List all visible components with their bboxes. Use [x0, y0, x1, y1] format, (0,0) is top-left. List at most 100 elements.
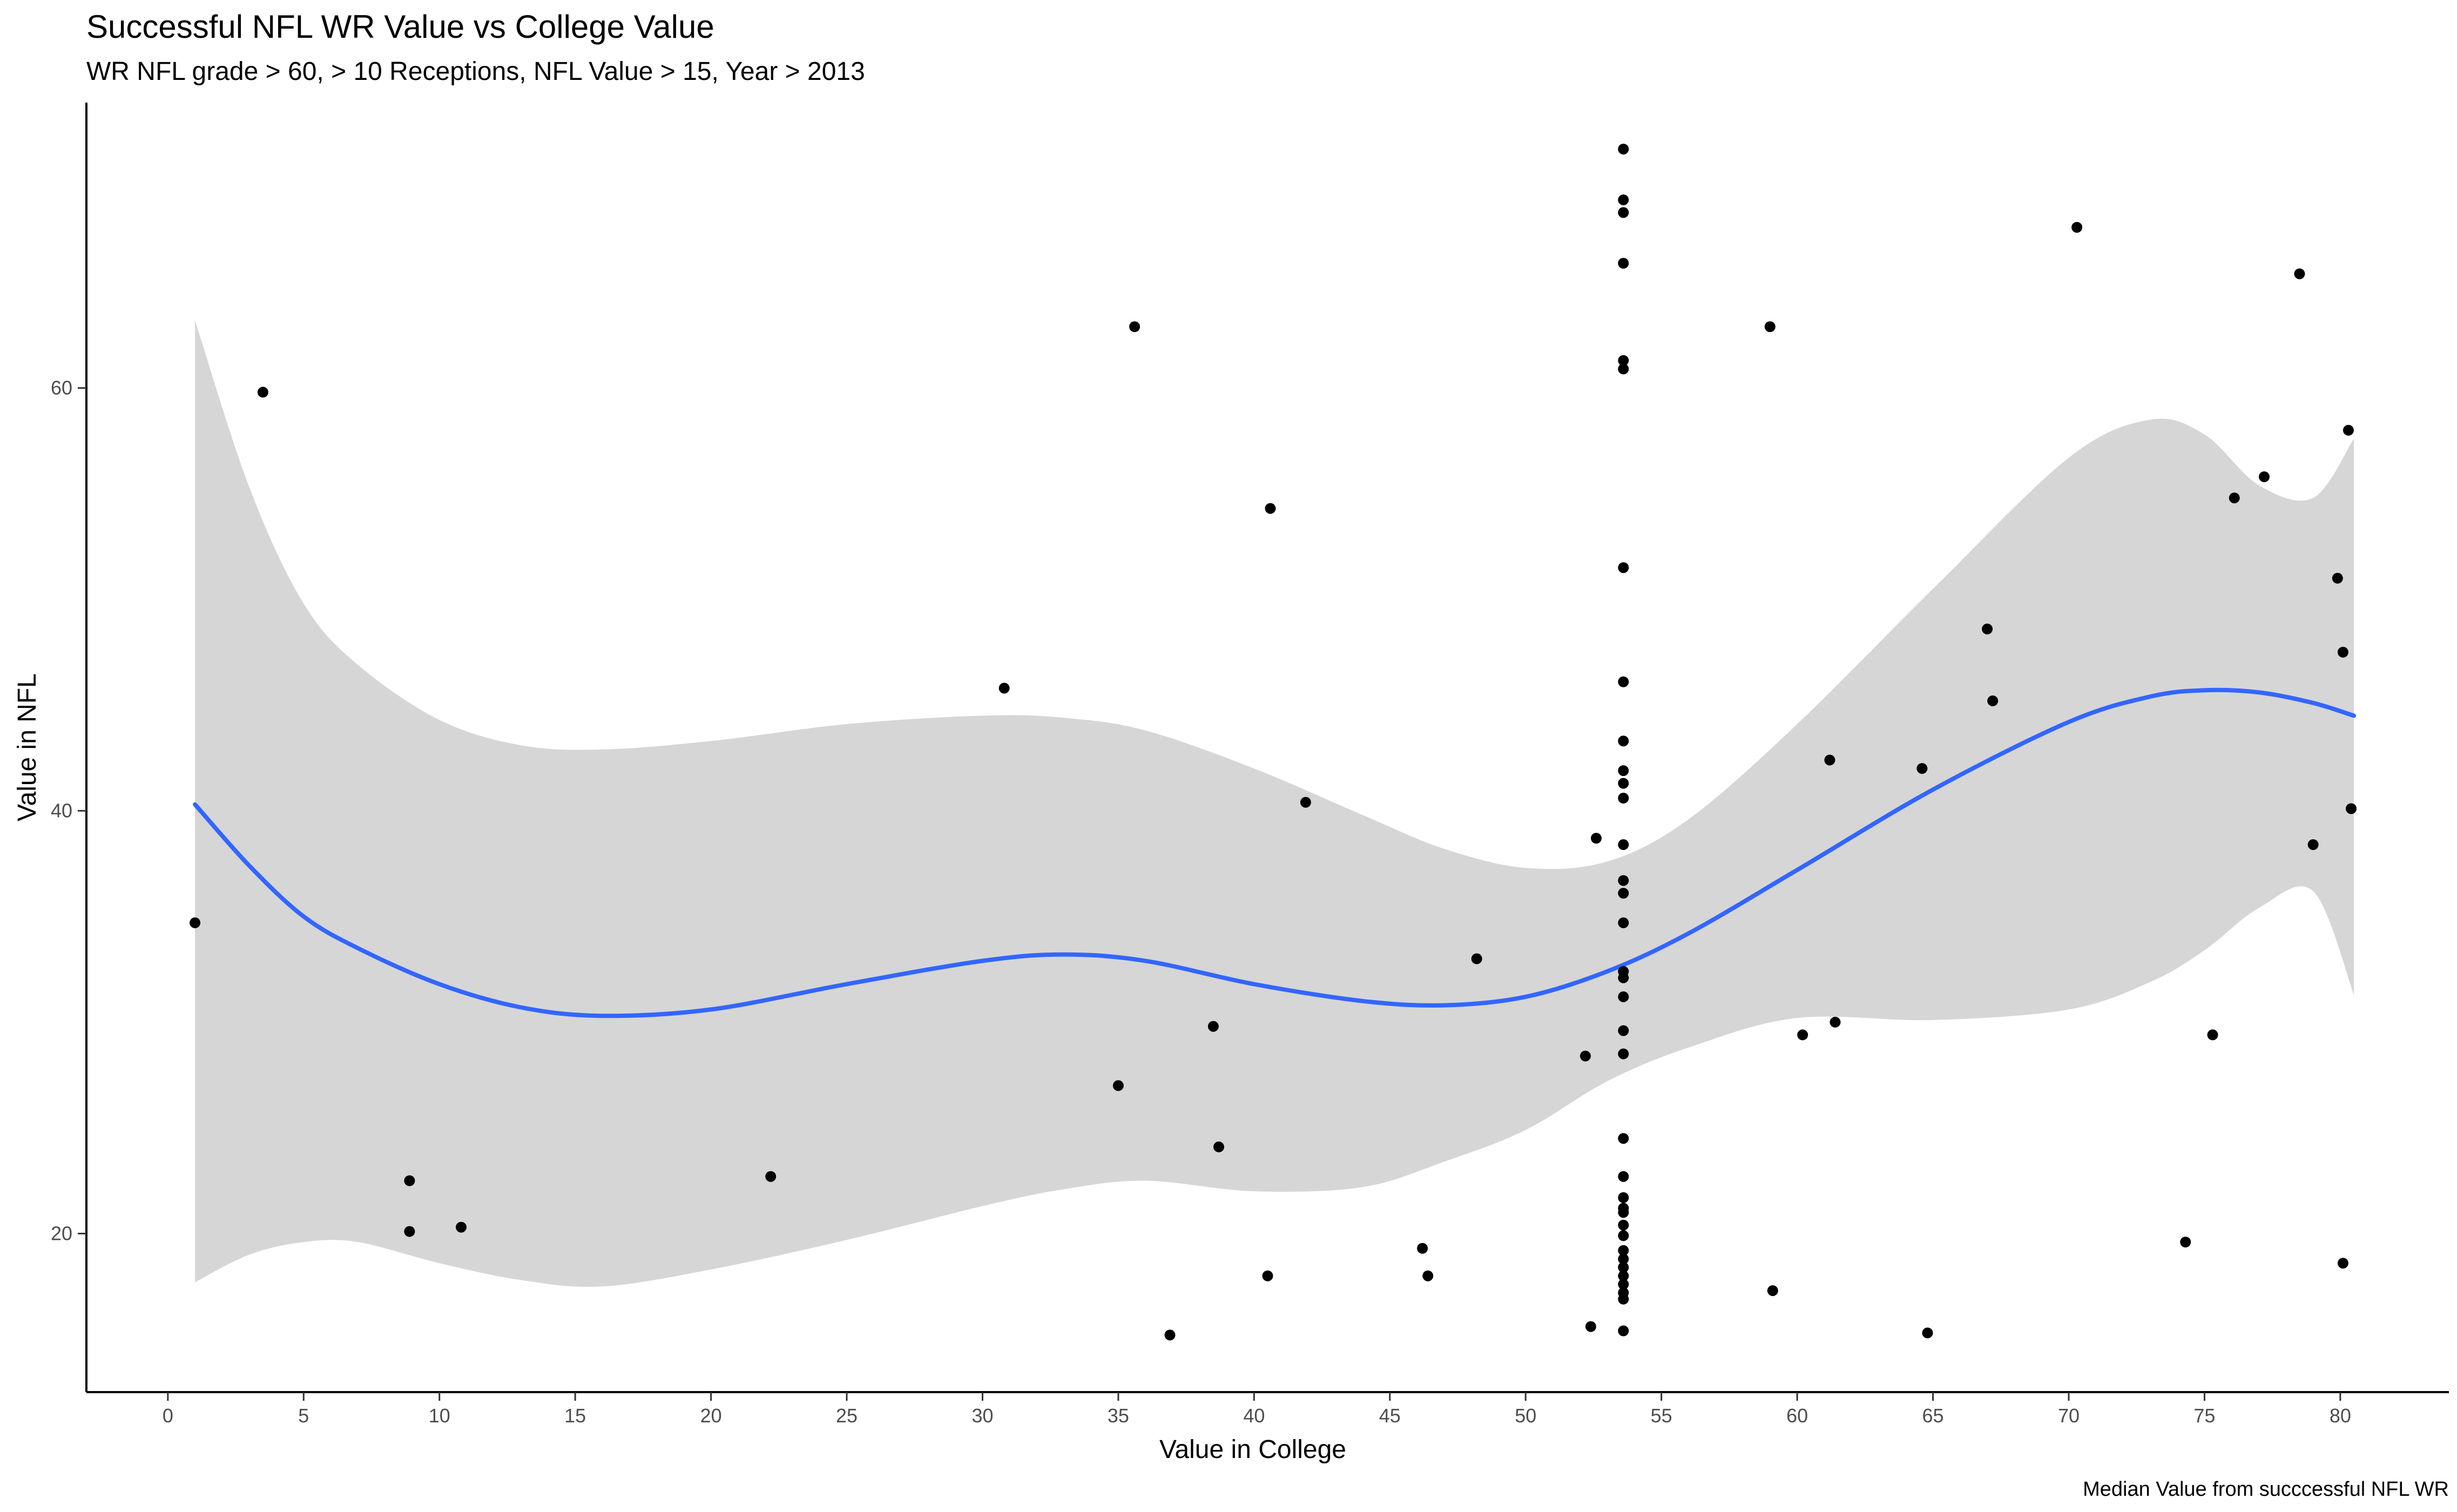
y-axis-title: Value in NFL [13, 673, 42, 821]
x-axis-ticks: 0 5 10 15 20 25 30 35 40 45 50 55 60 65 70 75 80 [163, 1392, 2351, 1427]
y-tick-label: 60 [51, 376, 72, 399]
data-point [257, 387, 268, 398]
x-tick-label: 40 [1243, 1405, 1265, 1427]
data-point [1618, 194, 1629, 206]
data-point [998, 683, 1010, 694]
data-point [456, 1221, 467, 1233]
data-point [2294, 268, 2305, 280]
data-point [1764, 321, 1776, 332]
data-point [765, 1171, 777, 1182]
chart-title: Successful NFL WR Value vs College Value [86, 9, 714, 45]
x-tick-label: 80 [2330, 1405, 2351, 1427]
data-point [1618, 1025, 1629, 1036]
x-tick-label: 50 [1515, 1405, 1536, 1427]
data-point [404, 1226, 415, 1237]
x-tick-label: 5 [298, 1405, 309, 1427]
x-tick-label: 15 [564, 1405, 586, 1427]
y-tick-label: 40 [51, 799, 72, 821]
data-point [2207, 1029, 2218, 1041]
data-point [2332, 572, 2343, 584]
data-point [1422, 1270, 1434, 1281]
data-point [1618, 888, 1629, 899]
data-point [1618, 839, 1629, 850]
data-point [1471, 953, 1482, 964]
x-tick-label: 60 [1786, 1405, 1808, 1427]
data-point [1591, 833, 1602, 844]
x-tick-label: 30 [971, 1405, 993, 1427]
x-axis-title: Value in College [1159, 1435, 1346, 1464]
data-point [1618, 355, 1629, 366]
data-point [1797, 1029, 1808, 1041]
data-point [1618, 1207, 1629, 1218]
chart-caption: Median Value from succcessful NFL WR [2083, 1478, 2449, 1501]
data-point [1982, 623, 1993, 634]
x-tick-label: 75 [2193, 1405, 2215, 1427]
data-point [1618, 875, 1629, 886]
data-point [1767, 1285, 1778, 1297]
data-point [2071, 222, 2083, 233]
data-point [1618, 1253, 1629, 1265]
data-point [1618, 1171, 1629, 1182]
data-point [1618, 778, 1629, 789]
data-point [1618, 1048, 1629, 1059]
data-point [1618, 1325, 1629, 1336]
data-point [1987, 695, 1999, 706]
data-points-layer [190, 144, 2357, 1341]
data-point [1618, 1192, 1629, 1203]
data-point [1265, 503, 1276, 514]
data-point [1262, 1270, 1273, 1281]
x-tick-label: 10 [429, 1405, 450, 1427]
x-tick-label: 70 [2058, 1405, 2080, 1427]
data-point [1618, 258, 1629, 269]
data-point [190, 917, 201, 928]
data-point [1213, 1141, 1224, 1152]
x-tick-label: 25 [836, 1405, 858, 1427]
data-point [1129, 321, 1140, 332]
x-tick-label: 55 [1651, 1405, 1672, 1427]
data-point [1618, 991, 1629, 1002]
smooth-fit-line [193, 687, 2356, 1018]
y-tick-label: 20 [51, 1222, 72, 1244]
data-point [1618, 917, 1629, 928]
data-point [1618, 1279, 1629, 1290]
data-point [1618, 363, 1629, 375]
data-point [1618, 1245, 1629, 1256]
data-point [2346, 803, 2357, 814]
data-point [1585, 1321, 1596, 1332]
data-point [1618, 1262, 1629, 1273]
data-point [1618, 562, 1629, 573]
data-point [1112, 1080, 1124, 1091]
data-point [1618, 676, 1629, 687]
x-tick-label: 65 [1922, 1405, 1944, 1427]
data-point [1300, 796, 1311, 808]
data-point [2180, 1237, 2191, 1248]
data-point [1824, 754, 1835, 766]
data-point [1618, 1133, 1629, 1144]
x-tick-label: 0 [163, 1405, 173, 1427]
data-point [2229, 492, 2240, 504]
confidence-band [195, 320, 2354, 1287]
data-point [1618, 735, 1629, 747]
chart-subtitle: WR NFL grade > 60, > 10 Receptions, NFL … [86, 57, 865, 86]
data-point [1618, 793, 1629, 804]
data-point [1618, 1293, 1629, 1305]
data-point [1618, 1230, 1629, 1241]
data-point [1618, 1219, 1629, 1231]
smooth-line-layer [193, 687, 2356, 1018]
data-point [2307, 839, 2319, 850]
data-point [1417, 1243, 1428, 1254]
plot-area [190, 144, 2357, 1341]
data-point [1830, 1016, 1841, 1028]
data-point [1916, 763, 1928, 774]
data-point [1922, 1327, 1933, 1339]
data-point [404, 1175, 415, 1186]
data-point [2343, 424, 2354, 436]
data-point [1618, 207, 1629, 218]
confidence-band-layer [195, 320, 2354, 1287]
data-point [1580, 1050, 1591, 1062]
x-tick-label: 20 [700, 1405, 722, 1427]
data-point [1207, 1021, 1219, 1032]
y-axis-ticks: 20 40 60 [51, 376, 86, 1244]
data-point [2337, 1258, 2348, 1269]
